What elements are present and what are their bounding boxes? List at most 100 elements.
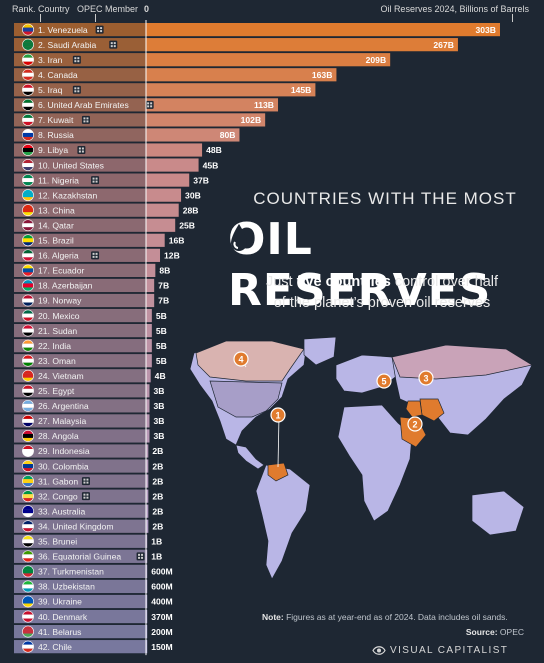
bar <box>146 98 279 112</box>
country-label: 3. Iran <box>38 55 63 65</box>
country-label: 16. Algeria <box>38 251 79 261</box>
country-label: 20. Mexico <box>38 311 80 321</box>
map-central-america <box>235 444 265 470</box>
row-background <box>14 188 146 202</box>
bar <box>146 489 149 503</box>
bar <box>146 429 150 443</box>
value-label: 145B <box>291 85 312 95</box>
header-opec-tick <box>95 14 96 22</box>
country-label: 7. Kuwait <box>38 115 74 125</box>
bar <box>146 278 155 293</box>
map-africa <box>337 404 413 522</box>
row-background <box>14 98 146 112</box>
flag-icon <box>22 83 34 96</box>
flag-icon <box>22 68 34 81</box>
value-label: 3B <box>154 401 165 411</box>
country-label: 27. Malaysia <box>38 416 86 426</box>
value-label: 5B <box>156 341 167 351</box>
value-label: 5B <box>156 311 167 321</box>
bar <box>146 173 190 187</box>
opec-icon <box>72 55 81 64</box>
header-rank-country: Rank. Country <box>12 4 70 14</box>
country-label: 13. China <box>38 205 75 215</box>
value-label: 45B <box>203 160 219 170</box>
row-background <box>14 399 146 413</box>
row-background <box>14 293 146 308</box>
subtitle-line-2: of the planet’s proven oil reserves <box>273 295 491 311</box>
country-label: 29. Indonesia <box>38 446 90 456</box>
flag-icon <box>22 610 34 623</box>
country-label: 12. Kazakhstan <box>38 190 97 200</box>
map-iraq <box>405 400 423 418</box>
map-europe <box>335 354 399 394</box>
bar <box>146 504 149 518</box>
value-label: 2B <box>152 446 163 456</box>
map-canada <box>195 340 305 382</box>
footnote-label: Note: <box>262 612 284 622</box>
bar <box>146 203 179 217</box>
value-label: 30B <box>185 190 201 200</box>
value-label: 2B <box>152 491 163 501</box>
subtitle: Just five countries control over half of… <box>232 272 532 314</box>
row-background <box>14 579 146 594</box>
country-label: 31. Gabon <box>38 476 78 486</box>
country-label: 25. Egypt <box>38 386 75 396</box>
row-background <box>14 173 146 187</box>
value-label: 48B <box>206 145 222 155</box>
country-label: 6. United Arab Emirates <box>38 100 129 110</box>
value-label: 3B <box>154 386 165 396</box>
bar <box>146 83 316 97</box>
country-label: 15. Brazil <box>38 236 74 246</box>
source-label: Source: <box>465 627 498 637</box>
value-label: 2B <box>152 521 163 531</box>
header-reserves-tick <box>512 14 513 22</box>
header-opec-member: OPEC Member <box>77 4 139 14</box>
bar <box>146 68 337 82</box>
country-label: 36. Equatorial Guinea <box>38 552 121 562</box>
title-line-2: OIL RESERVES <box>228 214 492 316</box>
bar <box>146 399 150 413</box>
bar <box>146 625 148 639</box>
value-label: 3B <box>154 431 165 441</box>
subtitle-pre: Just <box>265 274 297 290</box>
value-label: 400M <box>151 597 173 607</box>
value-label: 80B <box>220 130 236 140</box>
row-background <box>14 23 146 37</box>
country-label: 33. Australia <box>38 506 86 516</box>
value-label: 113B <box>254 100 274 110</box>
map-marker-2 <box>407 416 423 432</box>
flag-icon <box>22 445 34 457</box>
bar <box>146 564 148 578</box>
country-label: 40. Denmark <box>38 612 88 622</box>
bar <box>146 459 149 473</box>
bar <box>146 339 152 353</box>
country-label: 38. Uzbekistan <box>38 582 95 592</box>
flag-icon <box>22 234 34 247</box>
country-label: 4. Canada <box>38 70 78 80</box>
country-label: 19. Norway <box>38 296 82 306</box>
flag-icon <box>22 460 34 472</box>
opec-icon <box>91 176 100 185</box>
bar <box>146 609 148 624</box>
value-label: 163B <box>312 70 333 80</box>
flag-icon <box>22 384 34 397</box>
flag-icon <box>22 490 34 503</box>
value-label: 5B <box>156 356 167 366</box>
row-background <box>14 489 146 503</box>
row-background <box>14 534 146 548</box>
bar <box>146 594 148 609</box>
map-marker-1 <box>270 407 286 423</box>
flag-icon <box>22 309 34 322</box>
visual-capitalist-logo-icon <box>372 646 386 655</box>
opec-icon <box>81 115 90 124</box>
row-background <box>14 339 146 353</box>
oil-drop-icon <box>231 224 247 251</box>
flag-icon <box>22 399 34 412</box>
row-background <box>14 233 146 247</box>
flag-icon <box>22 339 34 352</box>
opec-icon <box>81 477 90 486</box>
header-reserves: Oil Reserves 2024, Billions of Barrels <box>380 4 529 14</box>
subtitle-bold: five countries <box>296 274 391 290</box>
country-label: 11. Nigeria <box>38 175 79 185</box>
row-background <box>14 594 146 609</box>
